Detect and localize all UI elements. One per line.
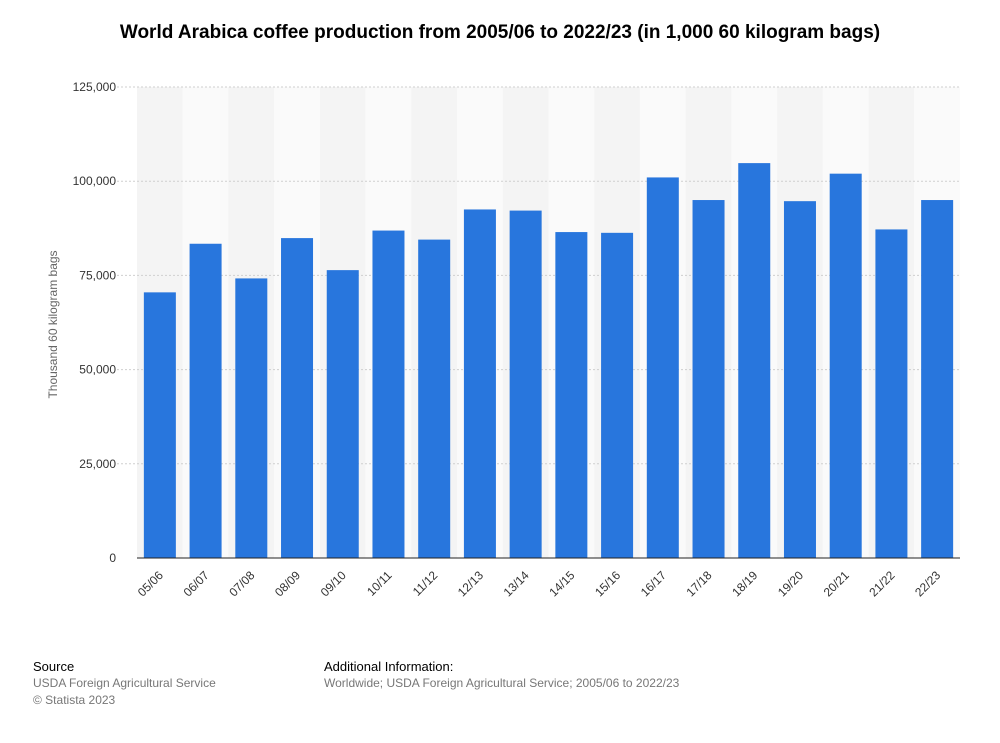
x-tick-label: 08/09 xyxy=(272,568,303,599)
x-tick-label: 11/12 xyxy=(410,568,441,599)
bars xyxy=(143,163,954,559)
bar[interactable] xyxy=(555,232,588,558)
y-tick-label: 125,000 xyxy=(73,80,117,94)
bar[interactable] xyxy=(372,230,405,559)
x-tick-label: 07/08 xyxy=(226,568,257,599)
x-tick-label: 05/06 xyxy=(135,568,166,599)
bar[interactable] xyxy=(738,163,771,559)
x-tick-label: 06/07 xyxy=(181,568,212,599)
y-axis-ticks: 0 25,000 50,000 75,000 100,000 125,000 xyxy=(73,80,117,565)
bar[interactable] xyxy=(646,177,679,558)
chart-title: World Arabica coffee production from 200… xyxy=(119,22,881,43)
additional-info-line: Worldwide; USDA Foreign Agricultural Ser… xyxy=(324,676,680,690)
source-heading: Source xyxy=(33,659,75,674)
bar[interactable] xyxy=(509,210,542,558)
x-tick-label: 12/13 xyxy=(455,568,486,599)
bar[interactable] xyxy=(783,201,816,558)
copyright-line: © Statista 2023 xyxy=(33,693,116,707)
x-tick-label: 16/17 xyxy=(638,568,669,599)
bar[interactable] xyxy=(829,173,862,558)
y-tick-label: 75,000 xyxy=(79,268,116,282)
additional-info-block: Additional Information: Worldwide; USDA … xyxy=(324,658,679,692)
y-tick-label: 100,000 xyxy=(73,174,117,188)
x-tick-label: 09/10 xyxy=(318,568,349,599)
bar[interactable] xyxy=(921,200,954,559)
x-tick-label: 18/19 xyxy=(729,568,760,599)
y-axis-label: Thousand 60 kilogram bags xyxy=(46,250,60,398)
bar[interactable] xyxy=(281,238,314,558)
y-tick-label: 0 xyxy=(109,551,116,565)
bar[interactable] xyxy=(189,243,222,559)
bar[interactable] xyxy=(326,270,359,558)
y-tick-label: 25,000 xyxy=(79,457,116,471)
bar[interactable] xyxy=(875,229,908,558)
x-tick-label: 15/16 xyxy=(592,568,623,599)
source-line[interactable]: USDA Foreign Agricultural Service xyxy=(33,676,216,690)
x-tick-label: 19/20 xyxy=(775,568,806,599)
bar[interactable] xyxy=(418,239,451,558)
additional-info-heading: Additional Information: xyxy=(324,659,454,674)
x-tick-label: 21/22 xyxy=(866,568,897,599)
x-tick-label: 22/23 xyxy=(912,568,943,599)
x-tick-label: 17/18 xyxy=(684,568,715,599)
x-tick-label: 14/15 xyxy=(546,568,577,599)
y-tick-label: 50,000 xyxy=(79,363,116,377)
bar[interactable] xyxy=(692,200,725,559)
x-tick-label: 10/11 xyxy=(364,568,395,599)
x-tick-label: 20/21 xyxy=(821,568,852,599)
bar[interactable] xyxy=(143,292,176,558)
source-block: Source USDA Foreign Agricultural Service… xyxy=(33,658,216,709)
bar[interactable] xyxy=(463,209,496,558)
bar[interactable] xyxy=(235,278,268,558)
x-tick-label: 13/14 xyxy=(501,568,532,599)
bar[interactable] xyxy=(601,232,634,558)
x-axis-ticks: 05/06 06/07 07/08 08/09 09/10 10/11 11/12 12/13… xyxy=(135,568,944,599)
